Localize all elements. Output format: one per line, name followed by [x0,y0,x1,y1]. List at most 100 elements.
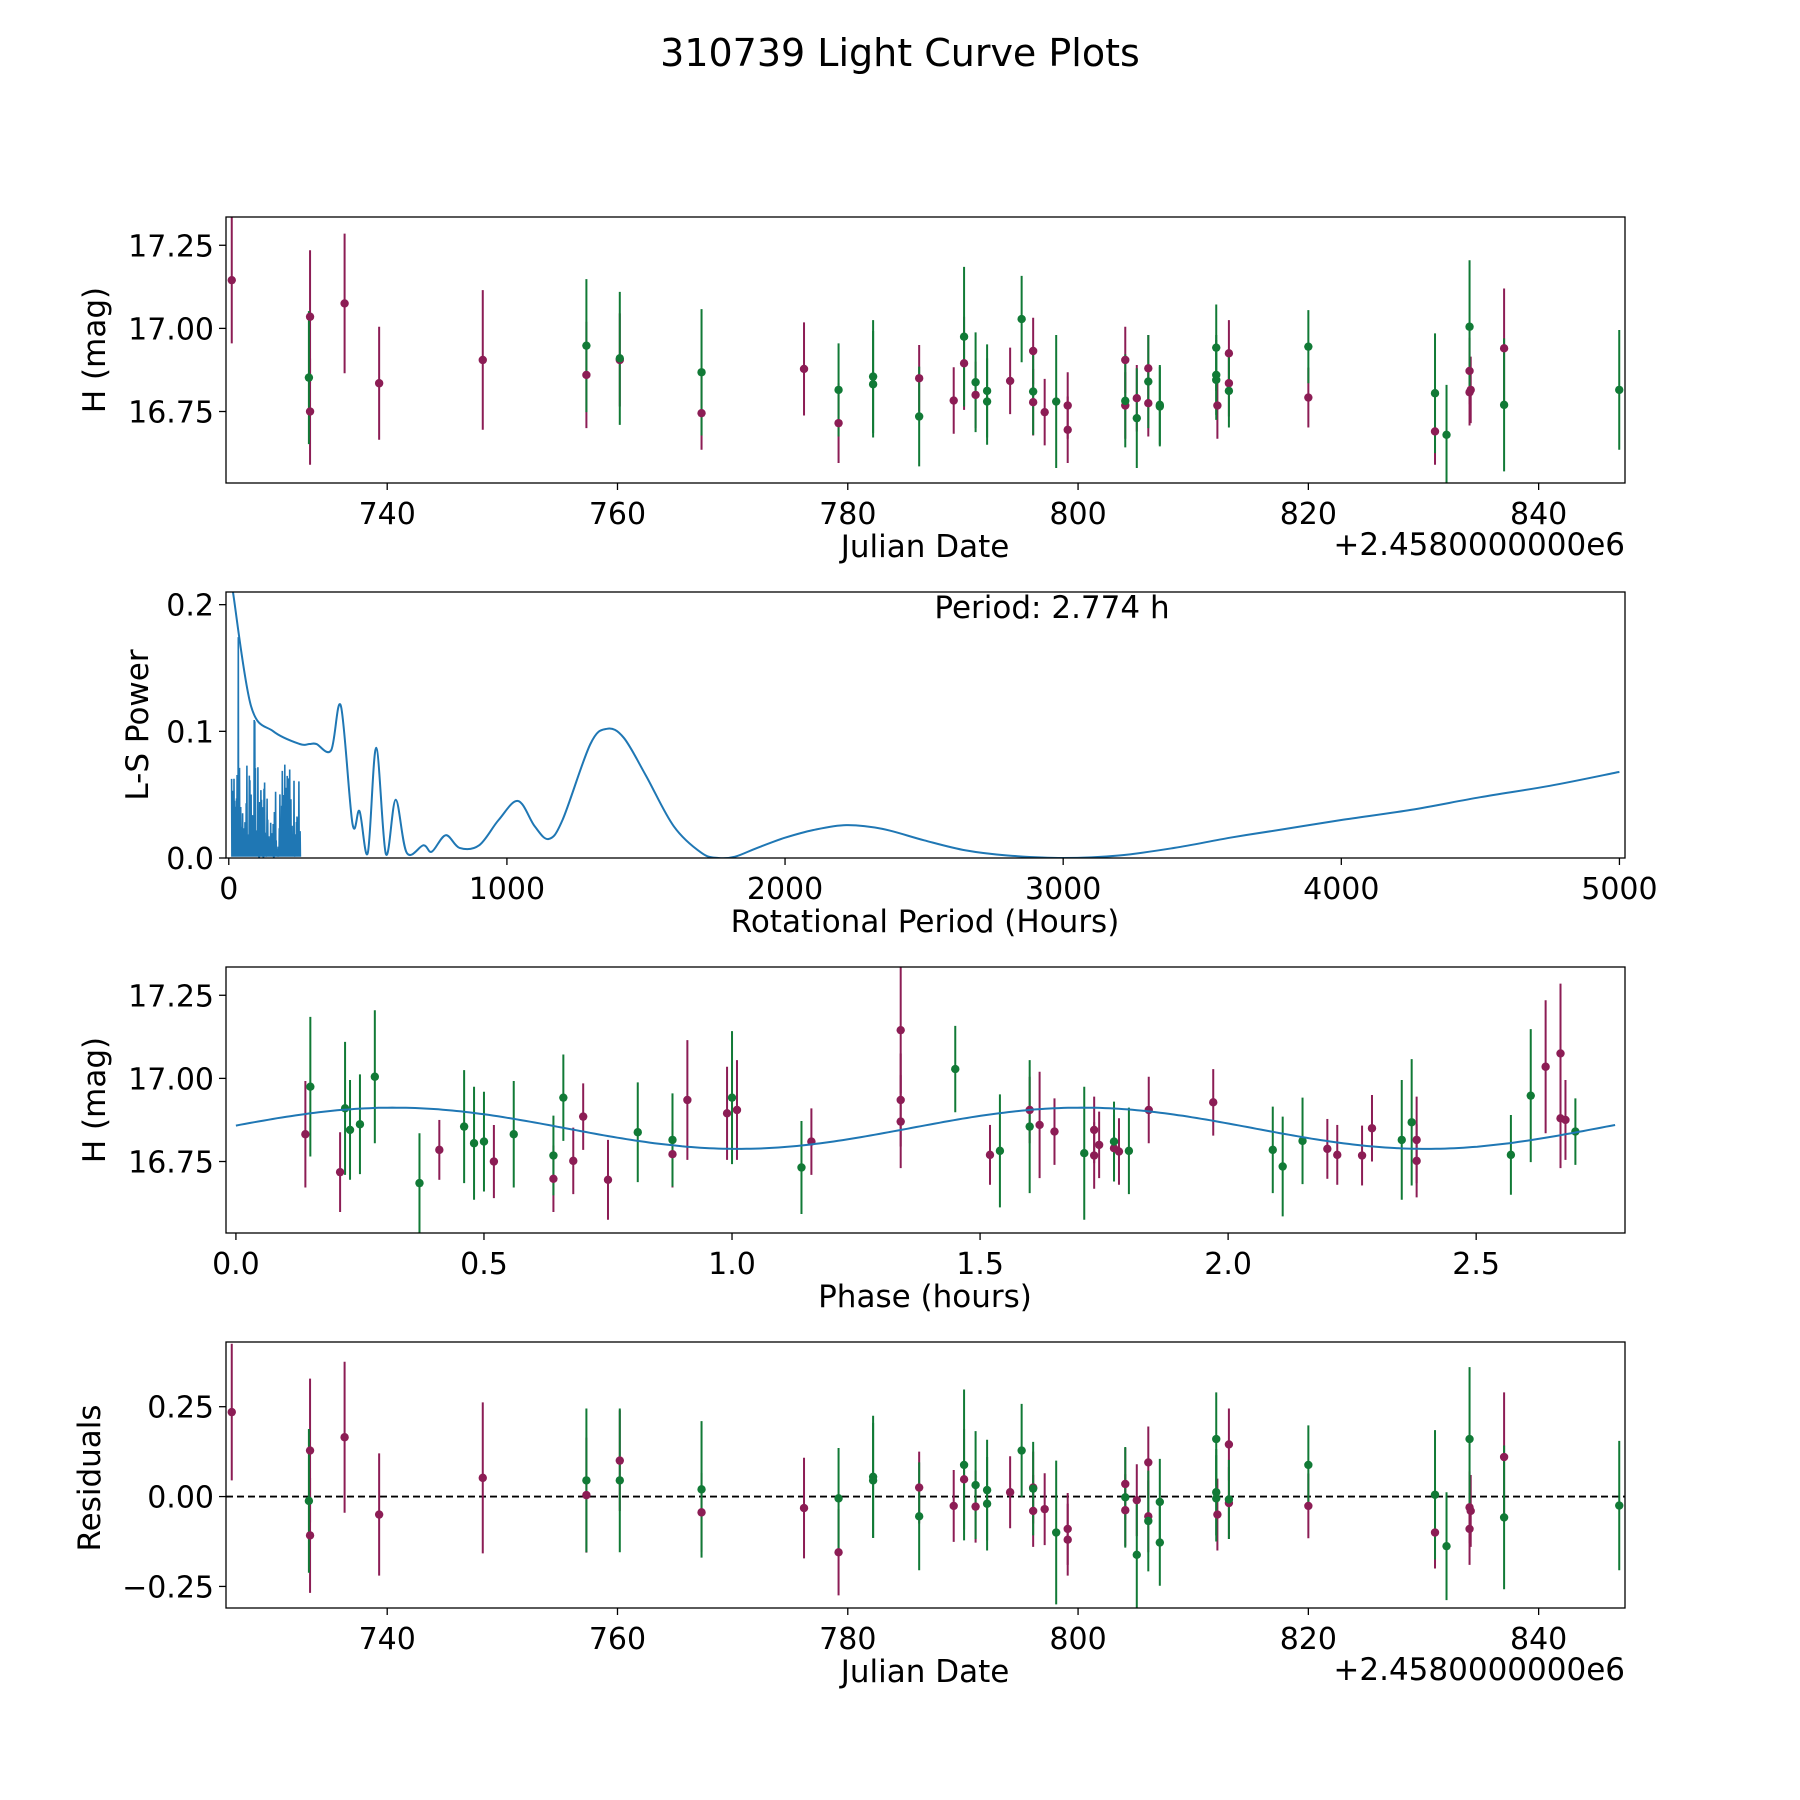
filter-b-point [355,1120,365,1129]
panel-phased-light-curve: H (mag) Phase (hours) 0.0 0.5 1.0 1.5 2.0 2.5… [77,966,1626,1315]
light-curve-offset-label: +2.4580000000e6 [1333,527,1625,563]
filter-b-point [982,1485,992,1495]
filter-b-point [1124,1146,1134,1156]
phased-ylabel: H (mag) [77,1037,113,1163]
filter-b-point [697,1485,706,1494]
filter-a-point [1028,1506,1038,1516]
phased-frame [225,966,1626,1234]
filter-a-point [305,1446,315,1455]
filter-a-point [1063,401,1072,410]
x-tick-label: 820 [1280,1622,1337,1657]
filter-b-point [959,332,969,341]
filter-a-point [1144,399,1153,408]
filter-b-point [1430,1490,1440,1499]
filter-a-point [1357,1151,1367,1160]
filter-b-point [982,1499,992,1508]
filter-b-point [834,1494,843,1503]
y-tick-label: 17.25 [128,229,214,264]
filter-a-point [1089,1151,1099,1160]
filter-b-point [1025,1122,1034,1131]
filter-b-point [459,1122,469,1131]
plot-area [235,967,1616,1233]
filter-b-point [1499,1513,1509,1522]
filter-a-point [949,396,958,405]
filter-a-point [1063,425,1072,434]
filter-a-point [1465,1524,1474,1534]
filter-b-point [1268,1145,1277,1155]
filter-a-point [305,407,315,416]
filter-a-point [569,1156,578,1166]
filter-a-point [896,1117,905,1126]
filter-b-point [340,1104,350,1113]
x-tick-label: 780 [819,1622,876,1657]
filter-b-point [1304,342,1313,351]
filter-b-point [559,1093,568,1102]
filter-b-point [1212,343,1221,352]
filter-b-point [971,378,980,387]
filter-b-point [469,1139,479,1148]
filter-b-point [1442,430,1451,439]
filter-a-point [489,1157,499,1166]
filter-b-point [615,354,624,363]
filter-b-point [1155,1497,1165,1507]
light-curve-ticks: 740 760 780 800 820 840 16.75 17.00 17.25 [128,229,1567,532]
filter-b-point [1212,375,1221,385]
filter-b-point [914,412,924,421]
periodogram-noise-forest [230,637,302,858]
filter-a-point [914,374,924,383]
filter-b-point [1224,1495,1234,1504]
filter-a-point [1224,379,1234,388]
filter-b-point [1465,322,1474,331]
filter-a-point [603,1175,613,1185]
filter-a-point [1466,1506,1475,1516]
periodogram-frame [225,591,1626,859]
filter-a-point [549,1174,558,1184]
filter-b-point [1442,1541,1451,1551]
filter-b-point [549,1151,558,1160]
x-tick-label: 760 [589,1622,646,1657]
filter-a-point [340,299,349,308]
filter-b-point [1017,314,1026,324]
filter-b-point [306,1082,315,1091]
filter-b-point [1121,1493,1130,1502]
filter-b-point [1526,1091,1535,1100]
filter-a-point [1499,344,1509,353]
filter-a-point [1213,1510,1222,1519]
x-tick-label: 780 [819,497,876,532]
y-tick-label: 0.2 [166,589,214,624]
x-tick-label: 1.5 [956,1247,1004,1282]
filter-a-point [971,1502,980,1511]
filter-a-point [985,1150,995,1160]
y-tick-label: 0.0 [166,842,214,877]
filter-a-point [478,1473,487,1483]
y-tick-label: 0.00 [147,1481,214,1516]
filter-b-point [834,385,843,395]
filter-b-point [1028,387,1038,396]
filter-b-point [1615,385,1624,395]
filter-b-point [1155,402,1165,411]
filter-a-point [1063,1524,1072,1534]
residuals-ylabel: Residuals [72,1404,108,1551]
filter-a-point [971,390,980,400]
filter-b-point [582,341,591,350]
filter-b-point [982,397,992,406]
filter-a-point [1089,1125,1099,1135]
filter-b-point [1278,1162,1287,1171]
filter-a-point [1063,1535,1072,1544]
filter-b-point [951,1064,960,1074]
filter-a-point [1213,401,1222,410]
residuals-ticks: 740 760 780 800 820 840 −0.25 0.00 0.25 [122,1391,1567,1657]
filter-b-point [995,1146,1005,1156]
x-tick-label: 1.0 [708,1247,756,1282]
filter-a-point [834,418,843,428]
filter-a-point [1028,398,1038,407]
filter-b-point [633,1128,642,1137]
filter-a-point [1094,1140,1104,1150]
filter-a-point [1465,366,1474,376]
x-tick-label: 760 [589,497,646,532]
filter-b-point [1144,1516,1153,1526]
filter-b-point [1051,397,1061,406]
residuals-offset-label: +2.4580000000e6 [1333,1652,1625,1688]
filter-a-point [1333,1150,1342,1160]
